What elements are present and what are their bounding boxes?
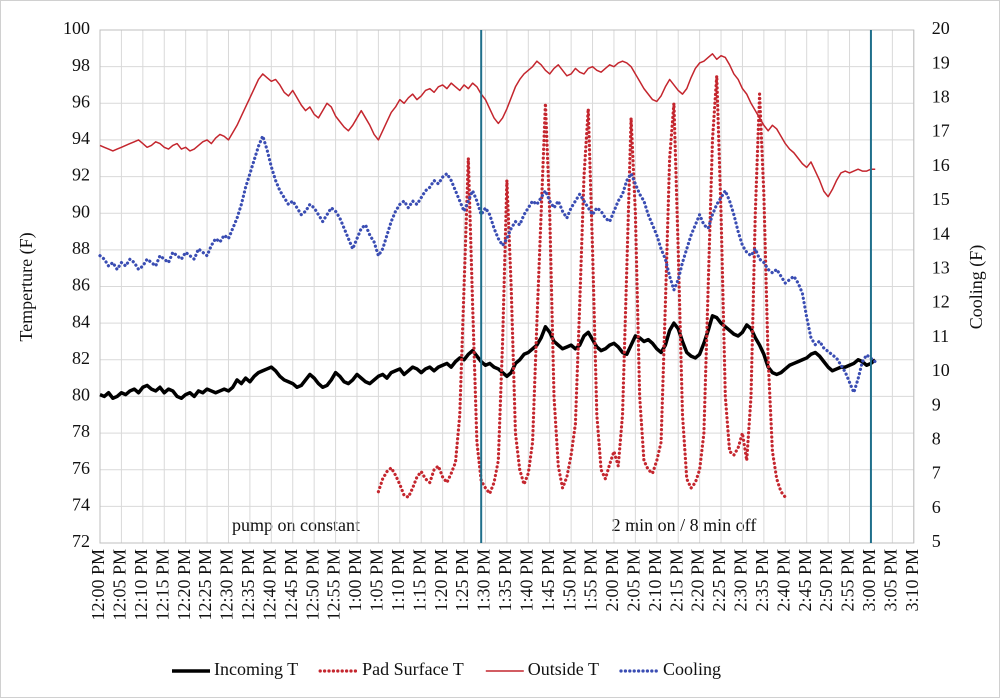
x-tick-label: 2:20 PM (688, 549, 708, 612)
y2-tick-label: 18 (932, 87, 950, 107)
y-tick-label: 78 (72, 421, 90, 441)
x-tick-label: 1:20 PM (431, 549, 451, 612)
series-line (99, 314, 877, 401)
annotation: 2 min on / 8 min off (612, 515, 757, 535)
x-tick-label: 12:45 PM (281, 549, 301, 621)
y2-tick-label: 16 (932, 155, 950, 175)
x-tick-label: 1:00 PM (345, 549, 365, 612)
x-tick-label: 12:55 PM (324, 549, 344, 621)
x-tick-label: 2:15 PM (666, 549, 686, 612)
y-tick-label: 82 (72, 348, 90, 368)
x-tick-label: 1:55 PM (581, 549, 601, 612)
y2-tick-label: 8 (932, 429, 941, 449)
series-line (376, 74, 787, 499)
y2-tick-label: 17 (932, 121, 950, 141)
y-tick-label: 90 (72, 201, 90, 221)
x-tick-label: 1:30 PM (474, 549, 494, 612)
x-tick-label: 1:40 PM (516, 549, 536, 612)
y-tick-label: 100 (63, 18, 90, 38)
legend-label: Incoming T (214, 659, 298, 679)
y-tick-label: 92 (72, 165, 90, 185)
series-line (98, 134, 877, 395)
y-tick-label: 94 (72, 128, 90, 148)
y2-tick-label: 12 (932, 292, 950, 312)
y2-tick-label: 14 (932, 223, 950, 243)
y-tick-label: 76 (72, 458, 90, 478)
x-tick-label: 12:40 PM (259, 549, 279, 621)
y2-tick-label: 20 (932, 18, 950, 38)
y-tick-label: 86 (72, 275, 90, 295)
x-tick-label: 1:15 PM (409, 549, 429, 612)
x-tick-label: 2:55 PM (838, 549, 858, 612)
series-line (99, 53, 876, 198)
y2-tick-label: 6 (932, 497, 941, 517)
x-tick-label: 12:10 PM (131, 549, 151, 621)
y2-tick-label: 10 (932, 360, 950, 380)
x-tick-label: 12:30 PM (217, 549, 237, 621)
x-tick-label: 12:25 PM (195, 549, 215, 621)
y2-axis-title: Cooling (F) (966, 245, 987, 330)
y-tick-label: 72 (72, 531, 90, 551)
x-tick-label: 12:50 PM (302, 549, 322, 621)
x-tick-label: 1:50 PM (559, 549, 579, 612)
y-tick-label: 96 (72, 91, 90, 111)
y2-tick-label: 7 (932, 463, 941, 483)
legend-label: Pad Surface T (362, 659, 464, 679)
y-tick-label: 80 (72, 385, 90, 405)
legend-label: Outside T (528, 659, 599, 679)
x-tick-label: 12:15 PM (152, 549, 172, 621)
y2-tick-label: 5 (932, 531, 941, 551)
x-tick-label: 2:05 PM (624, 549, 644, 612)
x-tick-label: 1:05 PM (367, 549, 387, 612)
y2-tick-label: 19 (932, 52, 950, 72)
x-tick-label: 12:20 PM (174, 549, 194, 621)
y-axis-title: Temperture (F) (16, 232, 37, 341)
x-tick-label: 2:40 PM (773, 549, 793, 612)
plot-border (99, 29, 915, 544)
x-tick-label: 3:10 PM (902, 549, 922, 612)
annotation: pump on constant (232, 515, 360, 535)
x-tick-label: 12:35 PM (238, 549, 258, 621)
x-tick-label: 2:10 PM (645, 549, 665, 612)
x-tick-label: 2:30 PM (731, 549, 751, 612)
y-tick-label: 84 (72, 311, 90, 331)
x-tick-label: 1:35 PM (495, 549, 515, 612)
x-tick-label: 1:25 PM (452, 549, 472, 612)
x-tick-label: 2:50 PM (816, 549, 836, 612)
x-tick-label: 2:00 PM (602, 549, 622, 612)
x-tick-label: 2:35 PM (752, 549, 772, 612)
x-tick-label: 12:00 PM (88, 549, 108, 621)
y2-tick-label: 15 (932, 189, 950, 209)
y2-tick-label: 9 (932, 394, 941, 414)
y-tick-label: 74 (72, 494, 90, 514)
x-tick-label: 1:10 PM (388, 549, 408, 612)
x-tick-label: 3:05 PM (880, 549, 900, 612)
y-tick-label: 88 (72, 238, 90, 258)
legend-label: Cooling (663, 659, 721, 679)
y2-tick-label: 13 (932, 258, 950, 278)
x-tick-label: 1:45 PM (538, 549, 558, 612)
x-tick-label: 3:00 PM (859, 549, 879, 612)
x-tick-label: 2:45 PM (795, 549, 815, 612)
y-tick-label: 98 (72, 55, 90, 75)
x-tick-label: 12:05 PM (110, 549, 130, 621)
y2-tick-label: 11 (932, 326, 949, 346)
x-tick-label: 2:25 PM (709, 549, 729, 612)
